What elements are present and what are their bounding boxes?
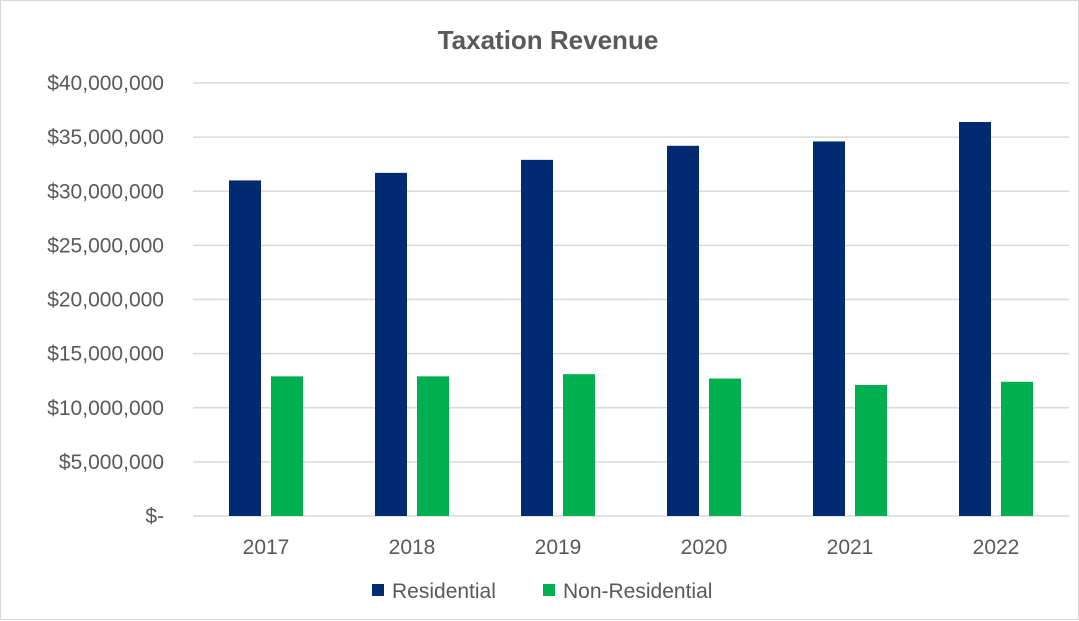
x-tick-label: 2018 bbox=[389, 536, 436, 559]
legend-swatch-non-residential bbox=[543, 584, 555, 596]
x-tick-label: 2020 bbox=[681, 536, 728, 559]
y-tick-label: $5,000,000 bbox=[59, 451, 164, 474]
bars bbox=[229, 121, 1033, 517]
bar-non-residential-2017 bbox=[271, 376, 303, 516]
legend-label-non-residential: Non-Residential bbox=[563, 580, 712, 603]
y-tick-label: $10,000,000 bbox=[47, 397, 164, 420]
y-tick-label: $- bbox=[145, 505, 164, 528]
bar-non-residential-2020 bbox=[709, 378, 741, 516]
legend-label-residential: Residential bbox=[392, 580, 496, 603]
bar-non-residential-2019 bbox=[563, 374, 595, 516]
chart-title: Taxation Revenue bbox=[438, 25, 659, 55]
bar-residential-2021 bbox=[813, 141, 845, 516]
y-tick-label: $35,000,000 bbox=[47, 126, 164, 149]
legend-swatch-residential bbox=[372, 584, 384, 596]
y-axis-tick-labels: $- $5,000,000 $10,000,000 $15,000,000 $20,00… bbox=[47, 72, 164, 528]
y-tick-label: $15,000,000 bbox=[47, 343, 164, 366]
y-tick-label: $30,000,000 bbox=[47, 180, 164, 203]
x-tick-label: 2019 bbox=[535, 536, 582, 559]
x-tick-label: 2017 bbox=[243, 536, 290, 559]
legend: Residential Non-Residential bbox=[372, 580, 712, 603]
bar-residential-2020 bbox=[667, 145, 699, 516]
bar-residential-2019 bbox=[521, 159, 553, 517]
x-tick-label: 2021 bbox=[827, 536, 874, 559]
bar-non-residential-2022 bbox=[1001, 381, 1033, 516]
y-tick-label: $40,000,000 bbox=[47, 72, 164, 95]
y-tick-label: $20,000,000 bbox=[47, 289, 164, 312]
y-tick-label: $25,000,000 bbox=[47, 234, 164, 257]
bar-residential-2022 bbox=[959, 121, 991, 516]
bar-residential-2017 bbox=[229, 180, 261, 517]
gridlines bbox=[193, 82, 1069, 517]
bar-non-residential-2018 bbox=[417, 376, 449, 516]
bar-non-residential-2021 bbox=[855, 385, 887, 516]
x-tick-label: 2022 bbox=[973, 536, 1020, 559]
bar-residential-2018 bbox=[375, 172, 407, 516]
x-axis-tick-labels: 2017 2018 2019 2020 2021 2022 bbox=[243, 536, 1020, 559]
